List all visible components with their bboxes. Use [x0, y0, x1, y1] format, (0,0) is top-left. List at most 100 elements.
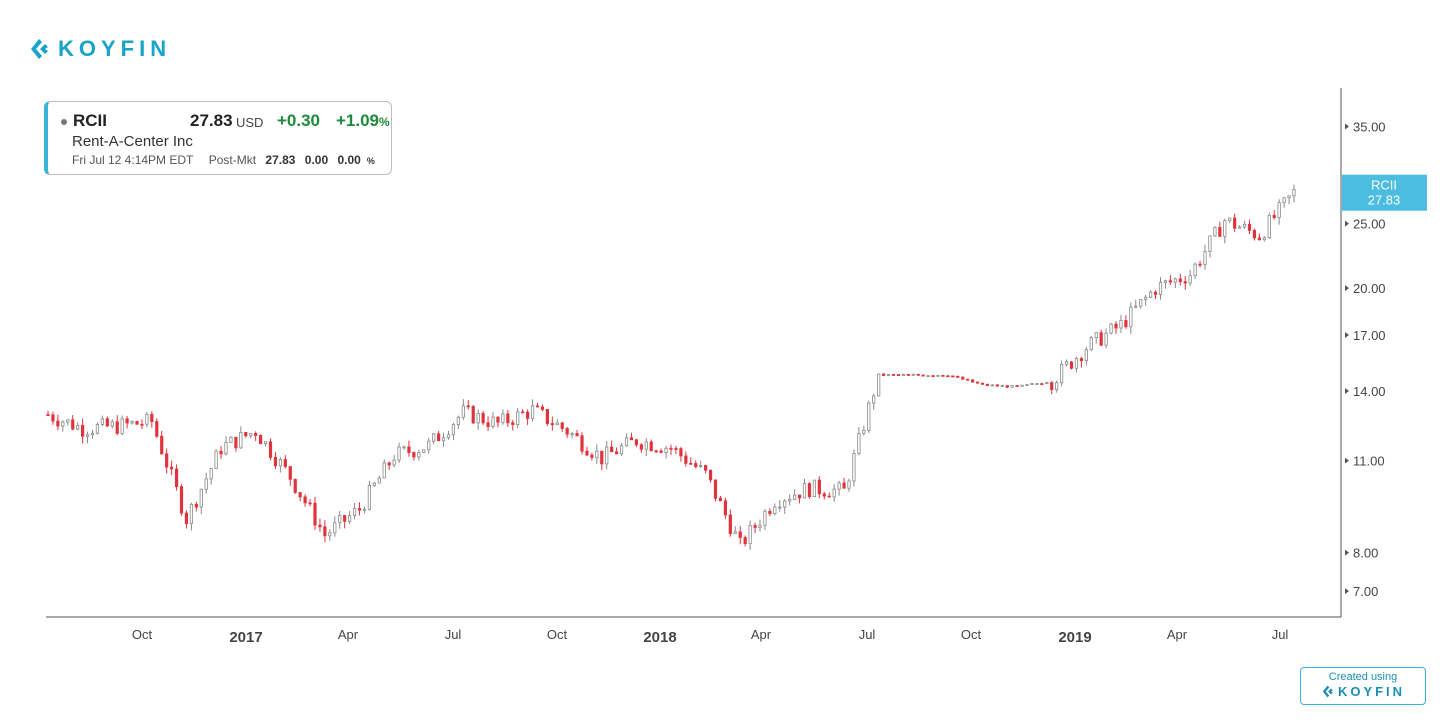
candle [1010, 385, 1014, 388]
candle [71, 415, 75, 431]
candle [580, 432, 584, 455]
candle [298, 492, 302, 502]
x-tick-label: Apr [751, 627, 772, 642]
post-market-price: 27.83 [265, 153, 296, 167]
candle [249, 432, 253, 439]
candle [1079, 356, 1083, 368]
x-axis: Oct 2017 Apr Jul Oct 2018 Apr Jul Oct 2019 Apr Jul [132, 627, 1289, 646]
candle [214, 449, 218, 469]
x-tick-label: Apr [1167, 627, 1188, 642]
candle [975, 381, 980, 384]
candle [313, 496, 317, 530]
y-tick-mark [1345, 123, 1349, 130]
candle [456, 415, 460, 430]
candle [1094, 332, 1098, 344]
candle [956, 375, 960, 378]
candle [812, 479, 816, 498]
candle [179, 484, 184, 516]
candle [708, 469, 713, 483]
candle [516, 408, 520, 429]
candle [1139, 299, 1143, 309]
series-dot-icon [61, 119, 67, 125]
created-using-badge[interactable]: Created using KOYFIN [1300, 667, 1426, 705]
candle [649, 439, 653, 452]
candle [511, 419, 515, 431]
candle [446, 430, 451, 440]
candle [170, 460, 174, 476]
candle [397, 442, 401, 463]
candle [842, 477, 846, 489]
y-axis: 35.00 25.00 20.00 17.00 14.00 11.00 8.00 7.00 [1345, 120, 1386, 599]
candle [357, 502, 362, 516]
candle [961, 376, 965, 380]
koyfin-logo-icon [31, 39, 48, 59]
candle [788, 494, 792, 506]
candle [758, 519, 762, 532]
candle [1099, 329, 1103, 347]
candle [348, 510, 352, 525]
brand-name: KOYFIN [58, 36, 172, 61]
candle [1247, 219, 1252, 235]
candle [882, 373, 886, 377]
candle [352, 502, 357, 520]
candle [254, 431, 258, 442]
candle [1055, 380, 1059, 393]
candle [1025, 384, 1029, 386]
candle [1000, 384, 1004, 388]
y-tick-label: 7.00 [1353, 584, 1378, 599]
candle [1228, 217, 1232, 224]
candle [105, 416, 109, 428]
candle [66, 419, 70, 426]
candle [1005, 385, 1009, 389]
candle [980, 382, 985, 386]
post-market-change: 0.00 [304, 153, 329, 167]
candle [506, 409, 510, 427]
candle [946, 375, 950, 378]
candle [1267, 212, 1271, 239]
session-label: Post-Mkt [208, 153, 257, 167]
candle [526, 409, 530, 426]
candle [115, 415, 119, 436]
candle [951, 375, 955, 378]
candle [852, 449, 856, 487]
candle [694, 460, 698, 469]
candle [441, 432, 446, 447]
candle [234, 436, 238, 452]
y-tick-mark [1345, 388, 1349, 395]
candle [748, 520, 752, 551]
candle [704, 464, 708, 474]
x-tick-label: Oct [132, 627, 153, 642]
x-tick-label: Apr [338, 627, 359, 642]
candle [293, 478, 297, 494]
candle [135, 420, 139, 425]
ticker-symbol: RCII [73, 111, 107, 130]
candle [165, 448, 169, 474]
candle [283, 455, 287, 469]
candle [303, 494, 307, 507]
candle [1173, 277, 1177, 289]
candle [570, 431, 574, 439]
candle [1193, 262, 1197, 279]
candle [911, 373, 915, 376]
candle [540, 404, 545, 412]
candle [605, 441, 609, 470]
candle [372, 481, 376, 487]
candle [877, 373, 881, 397]
candle [867, 400, 871, 434]
candle [1020, 384, 1024, 387]
candle [743, 535, 747, 547]
candle [763, 508, 767, 530]
candle [1119, 314, 1123, 334]
candle [432, 433, 436, 445]
candle [194, 501, 198, 512]
candle [402, 445, 406, 450]
x-tick-label: Jul [859, 627, 876, 642]
candle [496, 416, 500, 428]
candle [486, 416, 490, 431]
candle [1218, 221, 1222, 237]
candle [120, 415, 124, 436]
candle [90, 430, 95, 439]
candle [259, 434, 263, 445]
candle [273, 451, 278, 470]
